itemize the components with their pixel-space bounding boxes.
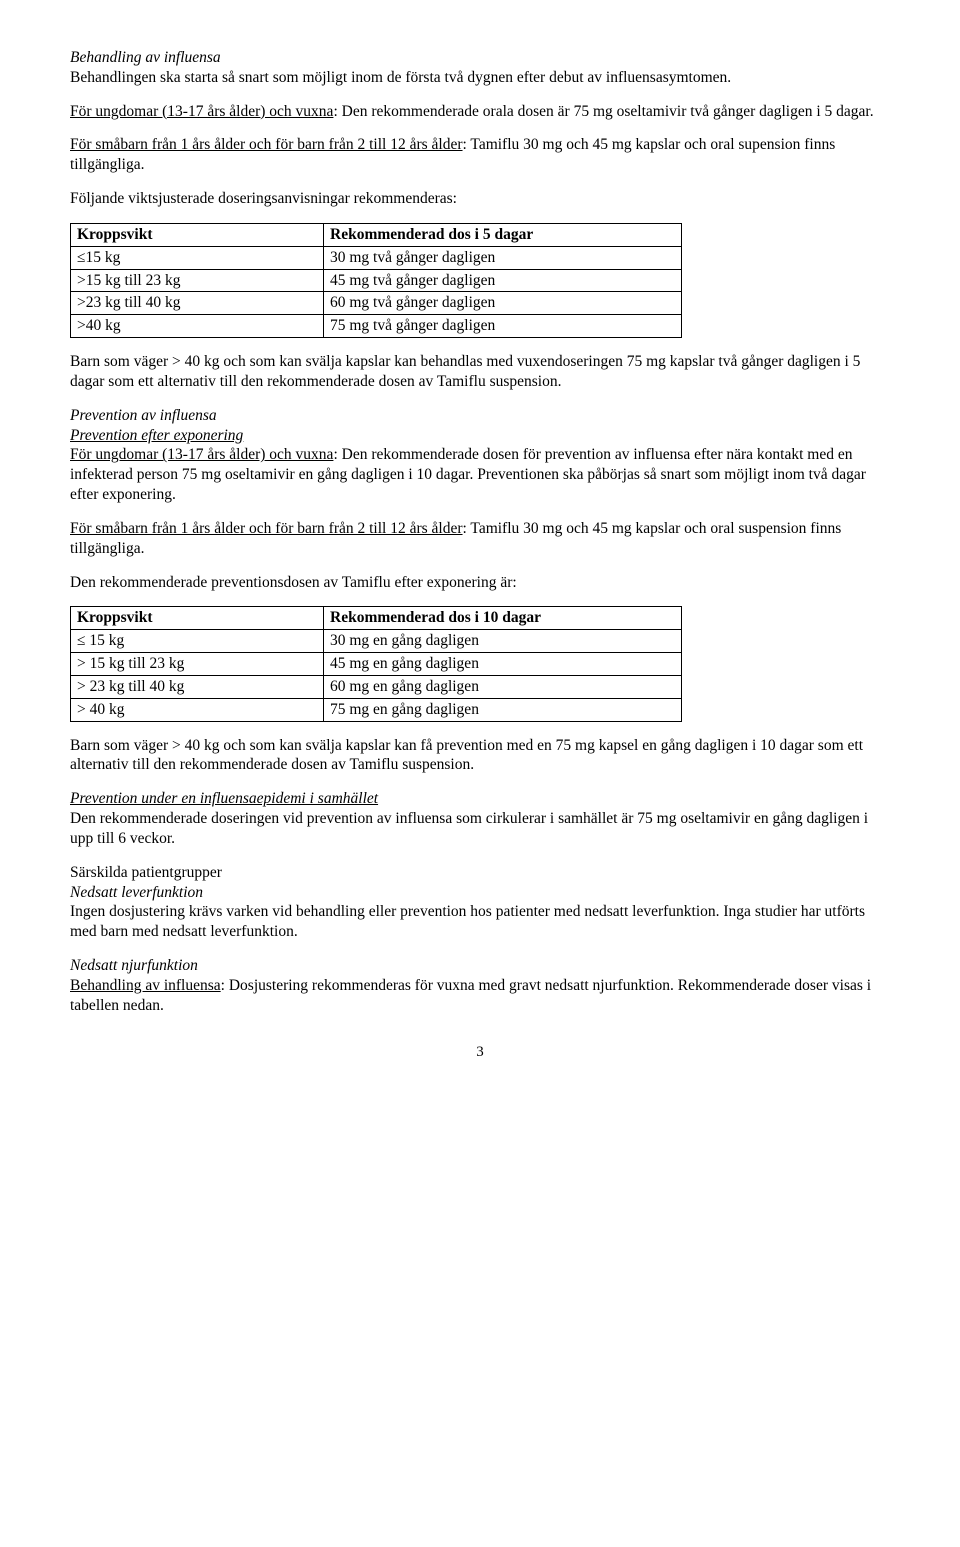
table-row: Kroppsvikt Rekommenderad dos i 10 dagar [71,607,682,630]
heading-text: Särskilda patientgrupper [70,864,222,881]
behandling-heading: Behandling av influensa [70,48,890,68]
dosing-table-treatment: Kroppsvikt Rekommenderad dos i 5 dagar ≤… [70,223,682,338]
table-row: ≤15 kg 30 mg två gånger dagligen [71,246,682,269]
heading-text: Prevention under en influensaepidemi i s… [70,790,378,807]
table-cell: 60 mg två gånger dagligen [324,292,682,315]
table-header-cell: Kroppsvikt [71,223,324,246]
epidemic-body: Den rekommenderade doseringen vid preven… [70,809,890,849]
kidney-heading: Nedsatt njurfunktion [70,956,890,976]
after-table2: Barn som väger > 40 kg och som kan svälj… [70,736,890,776]
heading-text: Behandling av influensa [70,49,221,66]
table-row: >23 kg till 40 kg 60 mg två gånger dagli… [71,292,682,315]
adults-prefix: För ungdomar (13-17 års ålder) och vuxna [70,446,333,463]
heading-text: Prevention efter exponering [70,427,243,444]
table-cell: > 15 kg till 23 kg [71,653,324,676]
table-cell: >23 kg till 40 kg [71,292,324,315]
prevention-heading: Prevention av influensa [70,406,890,426]
table-row: ≤ 15 kg 30 mg en gång dagligen [71,630,682,653]
table-cell: 30 mg två gånger dagligen [324,246,682,269]
kidney-subhead: Behandling av influensa [70,977,221,994]
infants-prefix: För småbarn från 1 års ålder och för bar… [70,136,463,153]
after-table1: Barn som väger > 40 kg och som kan svälj… [70,352,890,392]
table-cell: >15 kg till 23 kg [71,269,324,292]
table-cell: >40 kg [71,315,324,338]
table1-intro: Följande viktsjusterade doseringsanvisni… [70,189,890,209]
heading-text: Prevention av influensa [70,407,217,424]
table-cell: ≤15 kg [71,246,324,269]
table-cell: 30 mg en gång dagligen [324,630,682,653]
prevention-adults: För ungdomar (13-17 års ålder) och vuxna… [70,445,890,504]
infants-prefix: För småbarn från 1 års ålder och för bar… [70,520,463,537]
special-groups-heading: Särskilda patientgrupper [70,863,890,883]
prevention-post-exposure-heading: Prevention efter exponering [70,426,890,446]
page-number: 3 [70,1043,890,1062]
liver-heading: Nedsatt leverfunktion [70,883,890,903]
epidemic-heading: Prevention under en influensaepidemi i s… [70,789,890,809]
prevention-infants: För småbarn från 1 års ålder och för bar… [70,519,890,559]
table-row: >15 kg till 23 kg 45 mg två gånger dagli… [71,269,682,292]
table-header-cell: Rekommenderad dos i 5 dagar [324,223,682,246]
table-cell: ≤ 15 kg [71,630,324,653]
infants-para: För småbarn från 1 års ålder och för bar… [70,135,890,175]
table-row: Kroppsvikt Rekommenderad dos i 5 dagar [71,223,682,246]
table-row: > 23 kg till 40 kg 60 mg en gång daglige… [71,675,682,698]
adults-prefix: För ungdomar (13-17 års ålder) och vuxna [70,103,333,120]
table-cell: 60 mg en gång dagligen [324,675,682,698]
liver-body: Ingen dosjustering krävs varken vid beha… [70,902,890,942]
table-row: > 40 kg 75 mg en gång dagligen [71,698,682,721]
kidney-body: Behandling av influensa: Dosjustering re… [70,976,890,1016]
dosing-table-prevention: Kroppsvikt Rekommenderad dos i 10 dagar … [70,606,682,721]
table-header-cell: Rekommenderad dos i 10 dagar [324,607,682,630]
behandling-intro: Behandlingen ska starta så snart som möj… [70,68,890,88]
table-row: >40 kg 75 mg två gånger dagligen [71,315,682,338]
table-cell: > 23 kg till 40 kg [71,675,324,698]
table-cell: 45 mg två gånger dagligen [324,269,682,292]
heading-text: Nedsatt njurfunktion [70,957,198,974]
table-cell: 45 mg en gång dagligen [324,653,682,676]
table-cell: > 40 kg [71,698,324,721]
table-cell: 75 mg två gånger dagligen [324,315,682,338]
table2-intro: Den rekommenderade preventionsdosen av T… [70,573,890,593]
adults-dose-para: För ungdomar (13-17 års ålder) och vuxna… [70,102,890,122]
table-cell: 75 mg en gång dagligen [324,698,682,721]
table-header-cell: Kroppsvikt [71,607,324,630]
table-row: > 15 kg till 23 kg 45 mg en gång daglige… [71,653,682,676]
adults-body: : Den rekommenderade orala dosen är 75 m… [333,103,873,120]
heading-text: Nedsatt leverfunktion [70,884,203,901]
